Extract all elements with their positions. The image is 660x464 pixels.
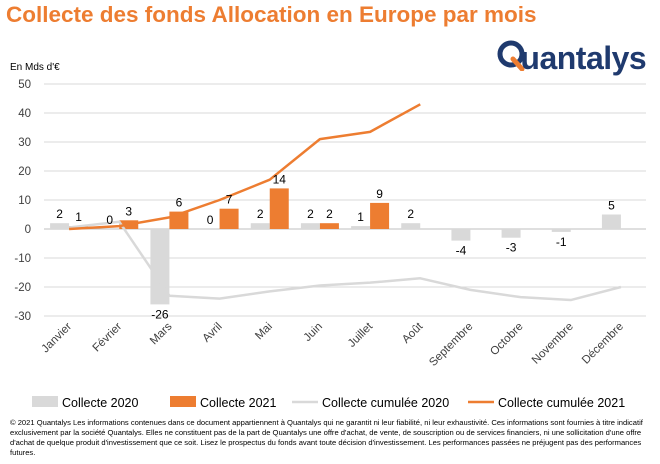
x-category-label: Mai xyxy=(253,321,275,343)
data-label-2021: 6 xyxy=(176,196,183,210)
legend-label: Collecte cumulée 2021 xyxy=(498,396,625,410)
x-category-label: Mars xyxy=(148,320,175,347)
data-label-2020: 1 xyxy=(357,210,364,224)
x-category-label: Octobre xyxy=(488,321,525,358)
line-collecte-cumulee-2020 xyxy=(68,220,622,302)
chart-title: Collecte des fonds Allocation en Europe … xyxy=(6,2,537,27)
data-label-2021: 7 xyxy=(226,193,233,207)
bar-collecte-2020 xyxy=(551,229,571,232)
data-label-2020: 0 xyxy=(106,213,113,227)
legend-swatch xyxy=(170,396,196,407)
quantalys-logo-mark xyxy=(497,40,525,71)
data-label-2020: -3 xyxy=(506,241,517,255)
disclaimer-footnote: © 2021 Quantalys Les informations conten… xyxy=(10,418,643,457)
bar-collecte-2021 xyxy=(370,202,390,229)
y-tick-label: 50 xyxy=(18,79,31,91)
data-label-2021: 1 xyxy=(75,210,82,224)
data-label-2020: 2 xyxy=(307,207,314,221)
y-tick-label: -20 xyxy=(14,282,31,294)
x-category-label: Décembre xyxy=(580,321,626,367)
x-category-label: Août xyxy=(400,320,426,346)
x-category-label: Juin xyxy=(302,321,325,344)
y-tick-label: 30 xyxy=(18,137,31,149)
legend-label: Collecte 2020 xyxy=(62,396,138,410)
y-tick-label: -10 xyxy=(14,253,31,265)
bar-collecte-2020 xyxy=(351,226,371,229)
data-label-2020: 2 xyxy=(407,207,414,221)
quantalys-logo: Quantalys xyxy=(496,40,646,77)
y-axis-unit-label: En Mds d'€ xyxy=(10,62,60,73)
data-label-2020: 0 xyxy=(207,213,214,227)
data-label-2020: -1 xyxy=(556,235,567,249)
bar-collecte-2021 xyxy=(319,223,339,229)
data-label-2020: 5 xyxy=(608,199,615,213)
legend-label: Collecte 2021 xyxy=(200,396,276,410)
bar-collecte-2020 xyxy=(300,223,320,229)
bar-collecte-2020 xyxy=(250,223,270,229)
bar-collecte-2020 xyxy=(401,223,421,229)
data-label-2021: 2 xyxy=(326,207,333,221)
data-label-2020: 2 xyxy=(257,207,264,221)
legend-label: Collecte cumulée 2020 xyxy=(322,396,449,410)
data-label-2021: 9 xyxy=(376,187,383,201)
y-tick-label: 40 xyxy=(18,108,31,120)
bar-collecte-2021 xyxy=(219,208,239,229)
data-label-2020: -4 xyxy=(456,244,467,258)
x-category-label: Novembre xyxy=(530,321,576,367)
y-tick-label: 0 xyxy=(25,224,31,236)
data-label-2021: 14 xyxy=(273,172,287,186)
x-category-label: Avril xyxy=(201,321,225,345)
y-tick-label: 10 xyxy=(18,195,31,207)
data-label-2021: 3 xyxy=(125,204,132,218)
bar-collecte-2021 xyxy=(269,188,289,229)
legend-swatch xyxy=(32,396,58,407)
bar-collecte-2020 xyxy=(50,223,70,229)
line-collecte-cumulee-2021 xyxy=(69,103,421,231)
x-category-label: Janvier xyxy=(40,321,75,356)
y-tick-label: 20 xyxy=(18,166,31,178)
x-category-label: Septembre xyxy=(427,321,475,369)
data-label-2020: -26 xyxy=(151,307,169,321)
x-category-label: Juillet xyxy=(346,320,376,350)
data-label-2020: 2 xyxy=(56,207,63,221)
bar-collecte-2020 xyxy=(150,229,170,305)
bar-collecte-2020 xyxy=(501,229,521,238)
bar-collecte-2020 xyxy=(601,214,621,229)
logo-text: uantalys xyxy=(520,40,647,76)
y-tick-label: -30 xyxy=(14,311,31,323)
x-category-label: Février xyxy=(91,321,125,355)
bar-collecte-2020 xyxy=(451,229,471,241)
